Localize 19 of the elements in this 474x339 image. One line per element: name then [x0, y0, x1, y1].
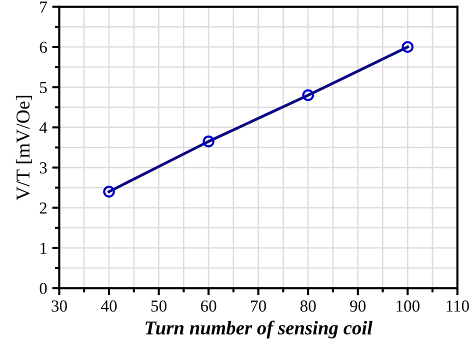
- y-tick-label: 7: [40, 2, 47, 13]
- x-tick-label: 50: [151, 300, 166, 312]
- x-tick-label: 60: [200, 300, 216, 312]
- y-tick-label: 2: [40, 202, 47, 214]
- y-axis-title: V/T [mV/Oe]: [16, 96, 32, 200]
- y-tick-label: 0: [40, 282, 47, 294]
- x-tick-label: 90: [350, 300, 366, 312]
- x-axis-title: Turn number of sensing coil: [146, 320, 372, 338]
- x-tick-label: 80: [300, 300, 316, 312]
- x-tick-label: 30: [52, 300, 67, 312]
- y-tick-label: 1: [40, 242, 46, 254]
- y-tick-label: 6: [40, 42, 47, 53]
- y-tick-label: 5: [40, 82, 47, 94]
- x-tick-label: 100: [396, 300, 420, 312]
- x-tick-label: 110: [446, 300, 469, 312]
- x-tick-label: 70: [251, 300, 266, 312]
- y-tick-label: 3: [40, 162, 47, 174]
- y-tick-label: 4: [39, 122, 48, 134]
- x-tick-label: 40: [101, 300, 117, 312]
